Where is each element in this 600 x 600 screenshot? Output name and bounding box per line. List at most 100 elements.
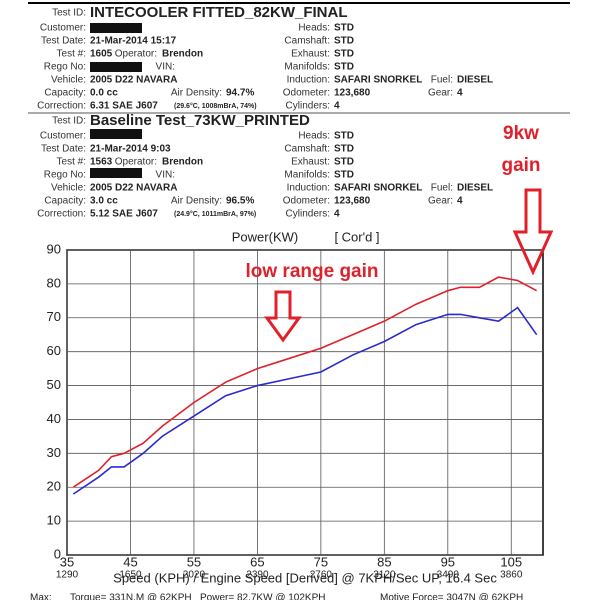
field-value: 96.5% (226, 196, 254, 207)
arrow (264, 290, 302, 343)
x-tick-label: 75 (314, 554, 328, 569)
field-label: Test Date: (41, 144, 86, 155)
x2-tick-label: 2760 (310, 570, 333, 581)
field-value: STD (334, 36, 354, 47)
field-label: Fuel: (431, 75, 453, 86)
field-value: Brendon (162, 49, 203, 60)
field-value: 21-Mar-2014 15:17 (90, 36, 177, 47)
field-value: 123,680 (334, 88, 371, 99)
field-value: 4 (334, 209, 340, 220)
field-value: 4 (457, 196, 463, 207)
field-label: Heads: (298, 131, 330, 142)
field-value: STD (334, 49, 354, 60)
field-label: Capacity: (44, 196, 86, 207)
redacted (90, 23, 142, 33)
field-label: Odometer: (283, 88, 330, 99)
field-label: Exhaust: (291, 49, 330, 60)
y-tick-label: 60 (47, 343, 61, 358)
field-value: STD (334, 23, 354, 34)
annotation: low range gain (245, 261, 378, 282)
field-label: Test ID: (52, 8, 86, 19)
field-label: Exhaust: (291, 157, 330, 168)
power-line (72, 306, 538, 495)
annotation: 9kw (503, 123, 539, 144)
plot-area (66, 249, 544, 556)
field-label: Cylinders: (286, 101, 330, 112)
field-label: Gear: (428, 196, 453, 207)
field-value: INTECOOLER FITTED_82KW_FINAL (90, 4, 348, 21)
x-tick-label: 65 (250, 554, 264, 569)
y-tick-label: 90 (47, 241, 61, 256)
x2-tick-label: 3860 (500, 570, 523, 581)
field-value: 2005 D22 NAVARA (90, 183, 177, 194)
field-label: Manifolds: (284, 62, 330, 73)
field-label: Heads: (298, 23, 330, 34)
field-label: Induction: (287, 183, 330, 194)
field-value: Baseline Test_73KW_PRINTED (90, 112, 310, 129)
y-tick-label: 30 (47, 445, 61, 460)
field-label: Correction: (37, 101, 86, 112)
y-tick-label: 20 (47, 479, 61, 494)
x-tick-label: 45 (123, 554, 137, 569)
field-value: 4 (334, 101, 340, 112)
field-label: Operator: (115, 157, 157, 168)
field-value: 0.0 cc (90, 88, 118, 99)
field-value: DIESEL (457, 183, 493, 194)
field-label: Test #: (57, 49, 86, 60)
field-value: 94.7% (226, 88, 254, 99)
field-label: Test ID: (52, 116, 86, 127)
x2-tick-label: 2390 (246, 570, 269, 581)
x2-tick-label: 3490 (437, 570, 460, 581)
footer-text: Motive Force= 3047N @ 62KPH (380, 593, 523, 600)
field-value: 123,680 (334, 196, 371, 207)
y-tick-label: 80 (47, 275, 61, 290)
field-label: Customer: (40, 23, 86, 34)
field-label: Camshaft: (284, 144, 330, 155)
field-label: Test #: (57, 157, 86, 168)
y-tick-label: 50 (47, 377, 61, 392)
field-label: Correction: (37, 209, 86, 220)
field-label: Fuel: (431, 183, 453, 194)
field-value: 3.0 cc (90, 196, 118, 207)
field-value: 5.12 SAE J607 (90, 209, 158, 220)
footer-text: Max: (30, 593, 52, 600)
field-value: 6.31 SAE J607 (90, 101, 158, 112)
field-label: Vehicle: (51, 183, 86, 194)
field-value: 1563 (90, 157, 113, 168)
field-label: Air Density: (171, 88, 222, 99)
power-line (72, 276, 538, 488)
chart-subtitle: [ Cor'd ] (334, 229, 379, 244)
x-tick-label: 55 (187, 554, 201, 569)
x-tick-label: 85 (377, 554, 391, 569)
redacted (90, 168, 142, 178)
footer-text: Power= 82.7KW @ 102KPH (200, 593, 326, 600)
field-value: STD (334, 131, 354, 142)
field-label: Rego No: (44, 170, 86, 181)
x2-tick-label: 1650 (119, 570, 142, 581)
field-label: Operator: (115, 49, 157, 60)
annotation: gain (501, 155, 540, 176)
y-tick-label: 70 (47, 309, 61, 324)
field-value: DIESEL (457, 75, 493, 86)
field-label: Induction: (287, 75, 330, 86)
field-value: 21-Mar-2014 9:03 (90, 144, 171, 155)
x-tick-label: 35 (60, 554, 74, 569)
x2-tick-label: 2020 (183, 570, 206, 581)
field-value: STD (334, 144, 354, 155)
field-label: Manifolds: (284, 170, 330, 181)
field-value: Brendon (162, 157, 203, 168)
x-tick-label: 105 (500, 554, 522, 569)
x-tick-label: 95 (441, 554, 455, 569)
field-label: Gear: (428, 88, 453, 99)
field-value: STD (334, 62, 354, 73)
field-label: VIN: (156, 170, 175, 181)
field-label: VIN: (156, 62, 175, 73)
field-value: (24.9°C, 1011mBrA, 97%) (174, 210, 256, 218)
field-label: Air Density: (171, 196, 222, 207)
x-axis-label: Speed (KPH) / Engine Speed [Derived] @ 7… (113, 570, 497, 585)
chart-title: Power(KW) (232, 229, 298, 244)
arrow (512, 188, 554, 276)
field-label: Camshaft: (284, 36, 330, 47)
field-label: Odometer: (283, 196, 330, 207)
